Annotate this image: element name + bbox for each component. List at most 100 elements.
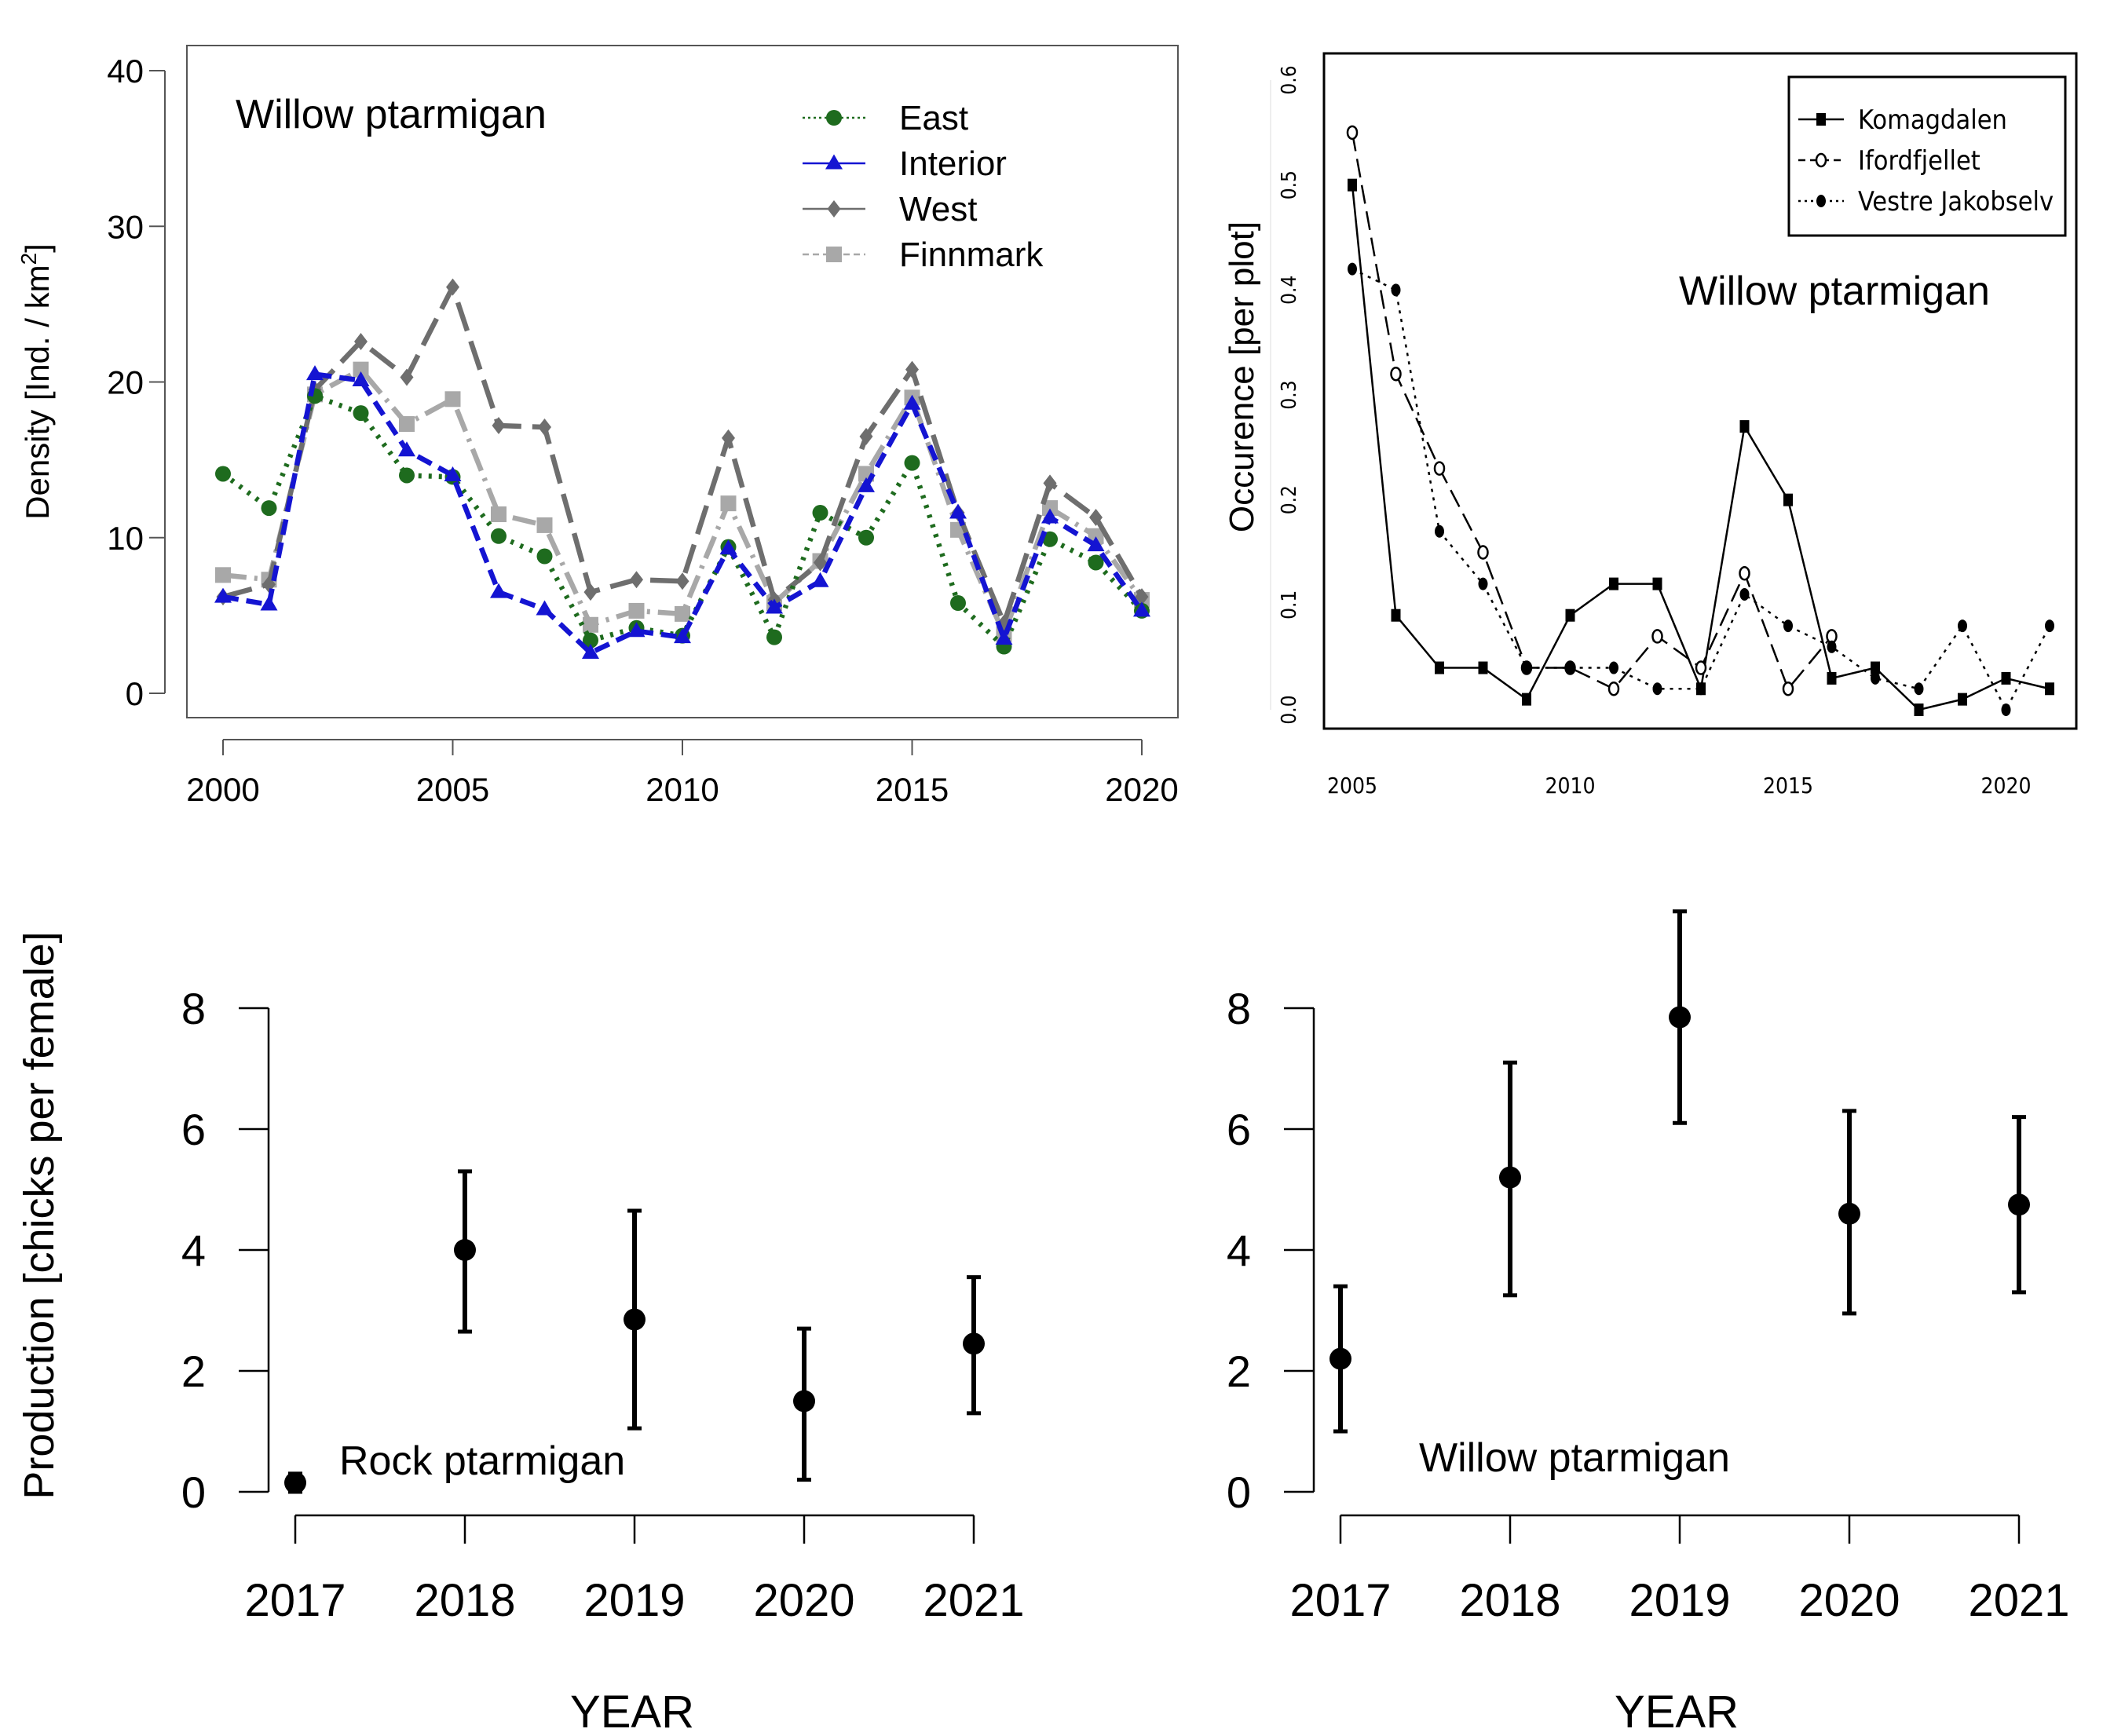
occurence-x-tick-label: 2005 — [1327, 773, 1377, 799]
rock-x-tick-label: 2020 — [753, 1575, 854, 1626]
density-point — [1089, 508, 1103, 526]
occurence-point — [1783, 619, 1793, 633]
willow-y-tick-label: 2 — [1227, 1347, 1251, 1396]
density-plot-frame — [186, 45, 1179, 718]
willow-point — [2008, 1193, 2030, 1216]
occurence-point — [1696, 682, 1706, 696]
density-point — [858, 477, 875, 492]
rock-x-axis-label: YEAR — [570, 1687, 694, 1736]
density-point — [215, 567, 231, 583]
density-point — [1087, 536, 1105, 552]
occurence-point — [1348, 178, 1357, 192]
willow-point — [1669, 1006, 1691, 1029]
occurence-legend-marker — [1816, 195, 1826, 207]
density-y-tick-label: 30 — [107, 208, 144, 245]
density-point — [812, 505, 828, 521]
rock-point — [624, 1308, 646, 1331]
occurence-y-tick-label: 0.6 — [1278, 65, 1301, 94]
density-x-tick-label: 2005 — [416, 771, 489, 808]
density-series-line — [222, 371, 1144, 656]
density-y-tick-label: 20 — [107, 364, 144, 401]
rock-x-tick-label: 2019 — [583, 1575, 685, 1626]
density-point — [858, 529, 874, 546]
occurence-legend-box — [1787, 75, 2067, 237]
density-point — [399, 467, 415, 484]
occurence-plot-frame — [1322, 52, 2078, 730]
density-point — [814, 554, 827, 572]
willow-points — [1329, 909, 2030, 1434]
density-legend-marker — [826, 247, 842, 262]
density-point — [675, 605, 690, 622]
density-point — [722, 429, 735, 447]
density-point — [720, 495, 737, 512]
occurence-point — [1435, 524, 1444, 538]
occurence-chart-title: Willow ptarmigan — [1679, 269, 1990, 314]
occurence-point — [1827, 640, 1837, 653]
occurence-point — [1782, 682, 1794, 696]
density-legend-label: Finnmark — [899, 236, 1044, 274]
willow-x-tick-label: 2018 — [1459, 1575, 1560, 1626]
density-legend-label: East — [899, 99, 968, 137]
density-point — [538, 418, 551, 436]
density-point — [306, 365, 324, 381]
rock-point — [284, 1471, 306, 1494]
occurence-point — [1348, 262, 1357, 276]
density-point — [950, 595, 966, 612]
density-point — [491, 528, 507, 544]
occurence-point — [1435, 661, 1444, 674]
willow-x-tick-label: 2019 — [1629, 1575, 1730, 1626]
density-legend-marker — [827, 200, 841, 217]
occurence-legend: Komagdalen Ifordfjellet Vestre Jakobselv — [1787, 75, 2067, 237]
density-point — [446, 278, 459, 296]
density-point — [536, 548, 553, 565]
occurence-y-tick-label: 0.4 — [1278, 276, 1301, 305]
willow-x-tick-label: 2017 — [1289, 1575, 1391, 1626]
occurence-chart: Willow ptarmigan Occurence [per plot] 0.… — [1223, 52, 2078, 799]
occurence-point — [1346, 125, 1359, 141]
density-legend-marker — [826, 110, 842, 126]
occurence-point — [1609, 577, 1618, 590]
density-chart: Willow ptarmigan Density [Ind. / km2] 0 1… — [16, 45, 1179, 808]
density-point — [444, 391, 461, 408]
density-point — [766, 629, 782, 645]
density-y-tick-label: 10 — [107, 520, 144, 557]
density-x-tick-label: 2000 — [186, 771, 259, 808]
density-series-line — [222, 367, 1144, 637]
occurence-series-line — [1351, 185, 2050, 711]
rock-production-chart: Production [chicks per female] Rock ptar… — [16, 931, 1025, 1736]
density-point — [1042, 531, 1058, 547]
density-point — [354, 332, 368, 350]
occurence-point — [1652, 577, 1662, 590]
occurence-legend-label: Komagdalen — [1858, 104, 2007, 136]
willow-point — [1329, 1347, 1351, 1370]
occurence-point — [1652, 682, 1662, 696]
density-x-tick-label: 2020 — [1105, 771, 1178, 808]
density-point — [995, 630, 1013, 645]
density-point — [1088, 528, 1104, 544]
occurence-y-tick-label: 0.3 — [1278, 380, 1301, 409]
rock-y-tick-label: 8 — [181, 984, 206, 1033]
occurence-x-tick-label: 2020 — [1980, 773, 2031, 799]
occurence-point — [1478, 577, 1488, 590]
occurence-point — [1871, 661, 1880, 674]
density-point — [859, 427, 873, 445]
density-point — [536, 600, 554, 616]
occurence-y-tick-label: 0.0 — [1278, 695, 1301, 724]
density-point — [905, 360, 919, 378]
occurence-series-line — [1351, 268, 2051, 712]
density-chart-title: Willow ptarmigan — [236, 92, 547, 137]
occurence-point — [1739, 587, 1750, 601]
occurence-point — [1565, 609, 1575, 622]
density-point — [492, 417, 506, 435]
density-point — [583, 583, 598, 601]
density-series — [214, 278, 1150, 659]
occurence-point — [1390, 367, 1402, 382]
density-point — [627, 622, 646, 638]
occurence-point — [1651, 629, 1663, 644]
density-legend: East Interior West Finnmark — [803, 99, 1044, 274]
density-point — [214, 587, 232, 603]
density-y-tick-label: 0 — [126, 675, 144, 712]
density-point — [949, 503, 967, 519]
willow-y-tick-label: 8 — [1227, 984, 1251, 1033]
occurence-point — [1783, 493, 1793, 506]
